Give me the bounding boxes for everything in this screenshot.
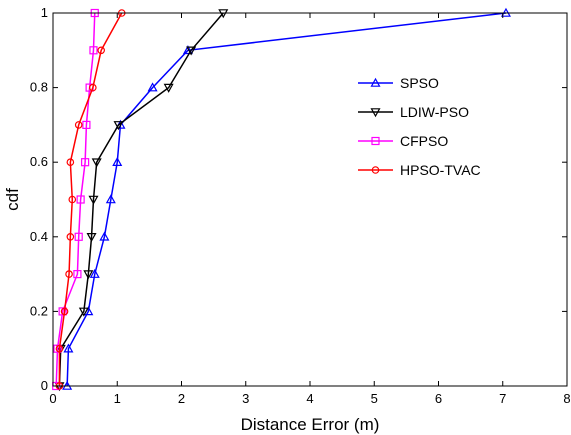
data-point-hpso-tvac <box>60 307 69 316</box>
data-point-hpso-tvac <box>65 270 73 278</box>
y-tick-label: 0 <box>41 378 48 393</box>
x-tick-label: 4 <box>306 391 313 406</box>
legend: SPSO LDIW-PSO CFPSO HPSO-TVAC <box>348 69 513 193</box>
data-point-ldiw-pso <box>86 233 97 243</box>
data-point-spso <box>63 343 74 353</box>
data-point-spso <box>147 82 158 92</box>
y-tick-label: 0.4 <box>30 229 48 244</box>
x-tick-label: 7 <box>499 391 506 406</box>
series-line-ldiw-pso <box>58 12 224 387</box>
y-tick-label: 1 <box>41 5 48 20</box>
series-line-spso <box>66 12 507 387</box>
plot-frame <box>52 12 568 387</box>
x-axis-title: Distance Error (m) <box>241 415 380 434</box>
legend-item-ldiw-pso: LDIW-PSO <box>358 104 469 120</box>
legend-box <box>348 69 513 193</box>
data-point-spso <box>105 194 116 204</box>
data-point-ldiw-pso <box>186 46 197 56</box>
data-point-ldiw-pso <box>163 83 174 93</box>
legend-label: LDIW-PSO <box>400 104 469 120</box>
data-point-cfpso <box>81 158 90 167</box>
data-point-hpso-tvac <box>74 121 83 129</box>
data-point-cfpso <box>74 232 83 241</box>
y-tick-label: 0.8 <box>30 80 48 95</box>
data-point-ldiw-pso <box>91 158 102 168</box>
series-line-cfpso <box>55 12 96 387</box>
data-point-hpso-tvac <box>66 158 75 167</box>
data-point-hpso-tvac <box>55 344 64 353</box>
data-point-cfpso <box>82 120 91 130</box>
x-tick-label: 2 <box>178 391 185 406</box>
series-spso <box>62 7 511 390</box>
legend-marker <box>370 108 381 118</box>
x-tick-label: 8 <box>563 391 570 406</box>
legend-item-hpso-tvac: HPSO-TVAC <box>358 162 481 178</box>
data-point-ldiw-pso <box>83 270 94 280</box>
data-point-cfpso <box>89 46 98 55</box>
data-point-spso <box>112 156 123 166</box>
data-point-cfpso <box>76 195 85 204</box>
x-tick-label: 0 <box>49 391 56 406</box>
data-layer <box>52 7 511 392</box>
legend-marker <box>371 136 380 146</box>
legend-marker <box>371 166 380 174</box>
data-point-hpso-tvac <box>89 83 97 92</box>
data-point-cfpso <box>53 344 62 353</box>
legend-marker <box>370 77 381 87</box>
data-point-cfpso <box>58 307 67 316</box>
data-point-ldiw-pso <box>113 121 124 131</box>
data-point-cfpso <box>73 270 82 279</box>
legend-item-cfpso: CFPSO <box>358 133 448 149</box>
y-tick-label: 0.2 <box>30 303 48 318</box>
x-tick-label: 5 <box>371 391 378 406</box>
data-point-spso <box>182 45 193 55</box>
legend-entries: SPSO LDIW-PSO CFPSO HPSO-TVAC <box>358 75 481 178</box>
x-tick-label: 1 <box>114 391 121 406</box>
data-point-spso <box>89 268 100 278</box>
x-tick-label: 3 <box>242 391 249 406</box>
x-tick-label: 6 <box>435 391 442 406</box>
legend-label: CFPSO <box>400 133 448 149</box>
y-tick-label: 0.6 <box>30 154 48 169</box>
series-line-hpso-tvac <box>58 12 123 386</box>
data-point-hpso-tvac <box>68 195 77 204</box>
legend-label: SPSO <box>400 75 439 91</box>
data-point-spso <box>99 231 110 241</box>
legend-item-spso: SPSO <box>358 75 439 91</box>
data-point-hpso-tvac <box>66 233 75 241</box>
series-hpso-tvac <box>55 9 126 390</box>
y-axis-title: cdf <box>3 188 22 211</box>
data-point-hpso-tvac <box>97 46 105 55</box>
data-point-ldiw-pso <box>88 195 99 205</box>
legend-label: HPSO-TVAC <box>400 162 481 178</box>
data-point-ldiw-pso <box>78 307 89 317</box>
axis-ticks: 0 1 2 3 4 5 6 7 8 0 0.2 0.4 0.6 0.8 1 <box>30 5 571 406</box>
